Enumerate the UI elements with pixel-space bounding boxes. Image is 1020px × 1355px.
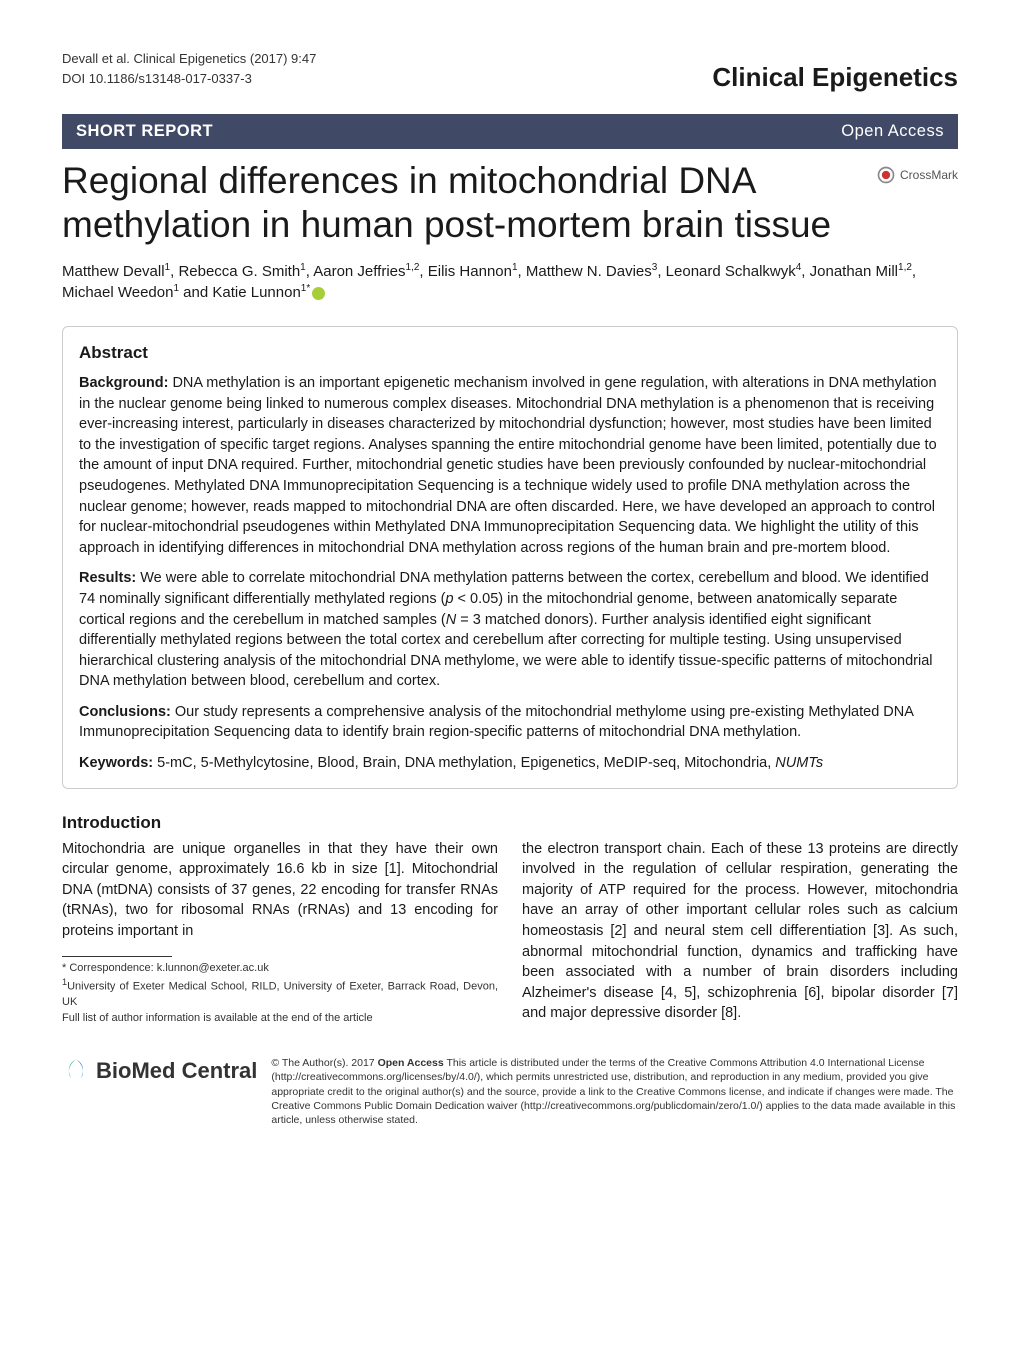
article-title: Regional differences in mitochondrial DN… [62, 159, 866, 246]
authors: Matthew Devall1, Rebecca G. Smith1, Aaro… [62, 261, 958, 305]
results-label: Results: [79, 570, 136, 586]
intro-p1: Mitochondria are unique organelles in th… [62, 839, 498, 942]
affiliation: 1University of Exeter Medical School, RI… [62, 976, 498, 1011]
page: Devall et al. Clinical Epigenetics (2017… [0, 0, 1020, 1157]
introduction-heading: Introduction [62, 811, 958, 835]
footnote-rule [62, 956, 172, 957]
open-access-label: Open Access [841, 120, 944, 143]
article-type-bar: SHORT REPORT Open Access [62, 114, 958, 149]
author-info-note: Full list of author information is avail… [62, 1011, 498, 1027]
results-text: We were able to correlate mitochondrial … [79, 570, 932, 689]
bmc-text: BioMed Central [96, 1056, 257, 1086]
article-type: SHORT REPORT [76, 120, 213, 143]
footnote-block: * Correspondence: k.lunnon@exeter.ac.uk … [62, 956, 498, 1027]
bmc-icon [62, 1057, 90, 1085]
background-text: DNA methylation is an important epigenet… [79, 375, 937, 556]
orcid-icon[interactable] [312, 287, 325, 300]
background-label: Background: [79, 375, 168, 391]
abstract-keywords: Keywords: 5-mC, 5-Methylcytosine, Blood,… [79, 753, 941, 774]
license-text: © The Author(s). 2017 Open Access This a… [271, 1056, 958, 1127]
abstract-conclusions: Conclusions: Our study represents a comp… [79, 702, 941, 743]
intro-p2: the electron transport chain. Each of th… [522, 839, 958, 1024]
body-columns: Mitochondria are unique organelles in th… [62, 839, 958, 1031]
crossmark-text: CrossMark [900, 167, 958, 184]
license-block: BioMed Central © The Author(s). 2017 Ope… [62, 1056, 958, 1127]
biomed-central-logo: BioMed Central [62, 1056, 257, 1086]
abstract-heading: Abstract [79, 341, 941, 365]
abstract-results: Results: We were able to correlate mitoc… [79, 568, 941, 691]
crossmark-icon [876, 165, 896, 185]
conclusions-label: Conclusions: [79, 704, 171, 720]
title-row: Regional differences in mitochondrial DN… [62, 159, 958, 246]
keywords-text: 5-mC, 5-Methylcytosine, Blood, Brain, DN… [153, 755, 823, 771]
abstract-background: Background: DNA methylation is an import… [79, 373, 941, 558]
crossmark-badge[interactable]: CrossMark [876, 165, 958, 185]
conclusions-text: Our study represents a comprehensive ana… [79, 704, 913, 741]
correspondence: * Correspondence: k.lunnon@exeter.ac.uk [62, 961, 498, 977]
keywords-label: Keywords: [79, 755, 153, 771]
abstract-box: Abstract Background: DNA methylation is … [62, 326, 958, 789]
